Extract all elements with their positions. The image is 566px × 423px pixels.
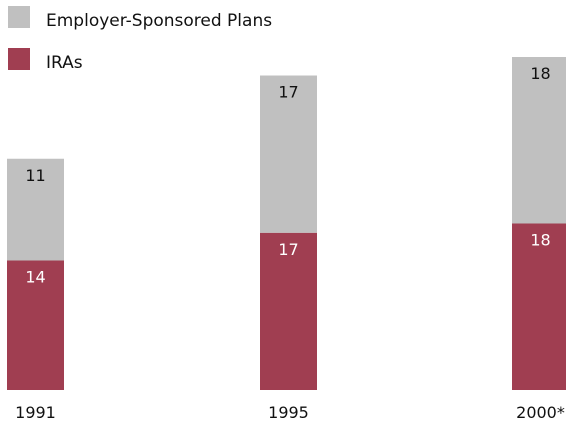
legend: Employer-Sponsored Plans IRAs: [8, 6, 272, 73]
x-tick-label-2: 2000*: [516, 403, 565, 422]
data-label-employer-2: 18: [530, 64, 550, 83]
data-label-ira-2: 18: [530, 231, 550, 250]
x-tick-label-0: 1991: [15, 403, 56, 422]
legend-label-employer: Employer-Sponsored Plans: [46, 11, 272, 31]
legend-label-ira: IRAs: [46, 53, 83, 73]
x-axis-tick-labels: 1991 1995 2000*: [15, 403, 565, 422]
bar-group: 14 11 17 17 18 18: [7, 57, 566, 390]
legend-swatch-ira: [8, 48, 30, 70]
legend-swatch-employer: [8, 6, 30, 28]
data-label-ira-0: 14: [25, 268, 45, 287]
x-tick-label-1: 1995: [268, 403, 309, 422]
data-label-employer-0: 11: [25, 166, 45, 185]
data-label-employer-1: 17: [278, 83, 298, 102]
data-label-ira-1: 17: [278, 240, 298, 259]
